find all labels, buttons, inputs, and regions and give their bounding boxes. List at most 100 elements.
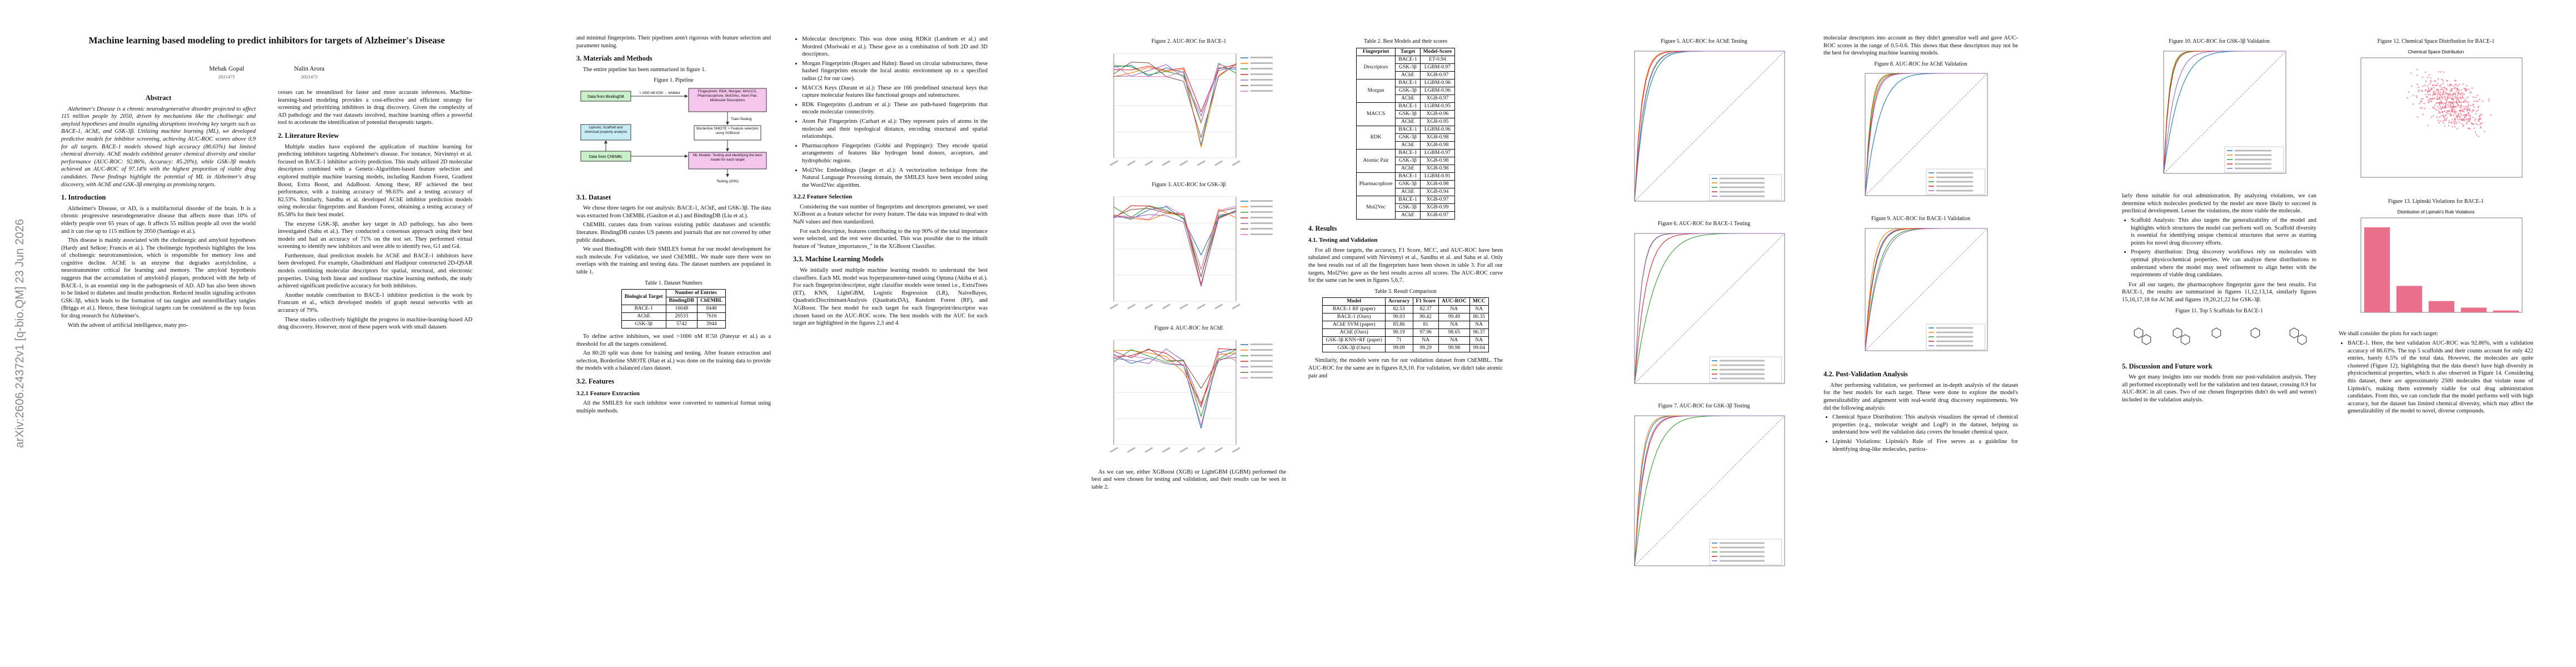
table-cell: GSK-3β: [621, 320, 666, 329]
scatter-dot-image: [2427, 99, 2429, 101]
scatter-dot-image: [2435, 93, 2437, 95]
scatter-dot-image: [2469, 118, 2471, 120]
scatter-dot-image: [2448, 93, 2450, 96]
scatter-dot-image: [2455, 80, 2457, 82]
scatter-dot-image: [2471, 87, 2473, 89]
scatter-dot-image: [2479, 123, 2481, 126]
roc-chart-image: [1634, 233, 1785, 384]
paragraph: We used BindingDB with their SMILES form…: [576, 246, 771, 275]
scatter-dot-image: [2434, 80, 2435, 82]
legend-text-stub: [1720, 182, 1765, 184]
scatter-dot-image: [2453, 87, 2455, 89]
scatter-dot-image: [2428, 101, 2429, 103]
scatter-dot-image: [2444, 96, 2446, 98]
scatter-dot-image: [2464, 116, 2465, 118]
axis-label-stub: [1144, 160, 1153, 166]
scatter-dot-image: [2461, 122, 2463, 125]
paragraph: We initially used multiple machine learn…: [793, 267, 988, 327]
scatter-dot-image: [2431, 88, 2433, 90]
scatter-dot-image: [2458, 101, 2460, 103]
caption: Table 3. Result Comparison: [1374, 288, 1437, 295]
scatter-dot-image: [2437, 105, 2439, 107]
table-cell: 99.98: [1438, 344, 1470, 353]
scatter-dot-image: [2467, 96, 2469, 98]
paragraph: For all three targets, the accuracy, F1 …: [1308, 247, 1503, 284]
scatter-dot-image: [2469, 128, 2471, 130]
scatter-dot-image: [2444, 125, 2446, 127]
table-cell: LGBM-0.91: [1419, 172, 1456, 181]
axis-label-stub: [1214, 303, 1223, 310]
paragraph: larly those suitable for oral administra…: [2122, 193, 2316, 215]
scatter-dot-image: [2468, 104, 2469, 107]
table-cell: BACE-1: [1395, 55, 1421, 64]
scatter-dot-image: [2455, 99, 2458, 101]
legend-text-stub: [1720, 560, 1765, 562]
scatter-dot-image: [2427, 124, 2429, 126]
table: Fingerprint Target Model-Score Descriptors B…: [1356, 47, 1456, 220]
legend-text-stub: [1720, 542, 1765, 544]
scatter-dot-image: [2474, 119, 2476, 121]
table-cell: BACE-1: [1395, 102, 1421, 111]
scatter-dot-image: [2461, 108, 2463, 109]
chance-diagonal: [1865, 73, 1988, 196]
table-cell: LGBM-0.96: [1419, 125, 1456, 134]
table-cell: BACE-1 RF (paper): [1322, 305, 1386, 314]
paragraph: Furthermore, dual prediction models for …: [278, 252, 472, 290]
paper-title: Machine learning based modeling to predi…: [88, 35, 445, 46]
legend-text-stub: [1936, 190, 1973, 192]
molecule-ring: [2211, 327, 2221, 339]
scatter-dot-image: [2453, 121, 2455, 123]
scatter-dot-image: [2452, 103, 2454, 106]
table-cell: AChE: [621, 312, 666, 321]
line-chart-image: [1109, 53, 1273, 166]
axis-label-stub: [1162, 447, 1171, 453]
legend-text-stub: [1250, 78, 1273, 81]
scatter-dot-image: [2412, 103, 2414, 105]
paragraph: With the advent of artificial intelligen…: [68, 322, 188, 328]
image-curve: [1113, 205, 1237, 271]
scatter-dot-image: [2477, 94, 2479, 96]
table-cell: AChE: [1395, 164, 1421, 173]
scatter-dot-image: [2455, 111, 2457, 112]
scatter-dot-image: [2437, 78, 2439, 79]
scatter-dot-image: [2454, 111, 2456, 113]
scatter-dot-image: [2448, 120, 2450, 122]
table-cell: 20533: [665, 312, 698, 321]
scatter-dot-image: [2467, 103, 2469, 105]
scatter-dot-image: [2434, 107, 2436, 109]
diagram-box: [688, 152, 767, 170]
scatter-dot-image: [2465, 118, 2468, 120]
figure: Figure 7. AUC-ROC for GSK-3β Testing: [1607, 402, 1801, 580]
scatter-dot-image: [2410, 85, 2413, 87]
table-cell: 16048: [665, 305, 698, 313]
bullet-list: Scaffold Analysis: This also targets the…: [2122, 217, 2316, 279]
column: Figure 10. AUC-ROC for GSK-3β Validation…: [2122, 34, 2316, 406]
scatter-dot-image: [2437, 93, 2439, 95]
label: Data from ChEMBL: [589, 155, 623, 159]
table-cell: 96.37: [1469, 328, 1489, 337]
scatter-dot-image: [2445, 102, 2447, 104]
scatter-dot-image: [2422, 113, 2424, 115]
paragraph: molecular descriptors into account as th…: [1823, 35, 2018, 57]
image-curve: [1113, 351, 1237, 427]
scatter-dot-image: [2443, 102, 2444, 104]
table-figure: Table 2. Best Models and their scores Fi…: [1308, 38, 1503, 220]
scatter-dot-image: [2416, 96, 2418, 98]
caption: Figure 13. Lipinski Violations for BACE-…: [2388, 198, 2484, 205]
scatter-dot-image: [2450, 121, 2453, 123]
scatter-dot-image: [2444, 107, 2446, 109]
scatter-dot-image: [2441, 88, 2443, 90]
scatter-dot-image: [2468, 120, 2470, 122]
table-cell: MACCS: [1356, 102, 1396, 126]
table-cell: AChE: [1395, 211, 1421, 220]
table-cell: 99.49: [1438, 313, 1470, 322]
scatter-dot-image: [2462, 83, 2464, 85]
scatter-dot-image: [2448, 125, 2450, 127]
scatter-dot-image: [2433, 90, 2435, 92]
bar-image: [2460, 307, 2487, 312]
scatter-dot-image: [2444, 86, 2445, 88]
scatter-dot-image: [2473, 127, 2475, 129]
scatter-dot-image: [2430, 81, 2431, 83]
paragraph: and minimal fingerprints. Their pipeline…: [576, 35, 771, 49]
